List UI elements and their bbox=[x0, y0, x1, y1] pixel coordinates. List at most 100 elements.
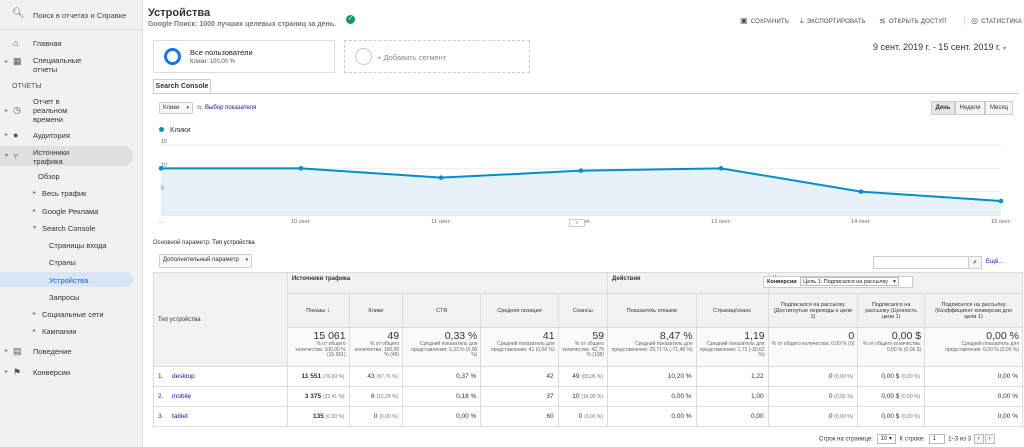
metric-select[interactable]: Клики ▾ bbox=[159, 102, 193, 114]
cell-sessions: 0 (0,00 %) bbox=[557, 406, 609, 427]
sidebar-active-highlight bbox=[0, 272, 133, 287]
goal-select[interactable]: Конверсии Цель 1: Подписался на рассылку… bbox=[763, 276, 913, 288]
insights-button[interactable]: ◎ СТАТИСТИКА bbox=[964, 16, 1022, 25]
advanced-link[interactable]: Ещё... bbox=[986, 259, 1004, 265]
sidebar-item-label: Google Реклама bbox=[42, 207, 99, 216]
col-header-goal-conv-rate[interactable]: Подписался на рассылку (Коэффициент конв… bbox=[924, 293, 1023, 328]
cell-ctr: 0,00 % bbox=[402, 406, 482, 427]
next-page-button[interactable]: › bbox=[984, 434, 995, 444]
col-header-bounce-rate[interactable]: Показатель отказов bbox=[607, 293, 697, 328]
add-segment-button[interactable]: + Добавить сегмент bbox=[344, 40, 530, 73]
chevron-right-icon: ▸ bbox=[33, 208, 37, 214]
export-button[interactable]: ⤓ ЭКСПОРТИРОВАТЬ bbox=[800, 16, 866, 26]
y-tick-label: 15 bbox=[161, 139, 167, 145]
search-icon: ⌕ bbox=[973, 259, 977, 266]
row-device: 1. desktop bbox=[153, 366, 288, 387]
cell-pct: (83,05 %) bbox=[581, 374, 604, 380]
insights-label: СТАТИСТИКА bbox=[981, 19, 1022, 25]
tab-search-console[interactable]: Search Console bbox=[153, 79, 211, 94]
dimension-header[interactable]: Тип устройства bbox=[153, 272, 288, 367]
cell-ctr: 0,37 % bbox=[402, 366, 482, 387]
verified-icon: ✓ bbox=[346, 15, 355, 24]
total-value: 0,33 % bbox=[444, 330, 478, 342]
legend-label: Клики bbox=[170, 125, 191, 134]
cell-goal-conv-rate: 0,00 % bbox=[924, 386, 1023, 407]
total-value: 1,19 bbox=[744, 330, 765, 342]
sidebar-item-custom[interactable]: ▸ ▦ Специальные отчеты bbox=[0, 56, 133, 76]
col-header-sessions[interactable]: Сеансы bbox=[557, 293, 609, 328]
col-header-avg-position[interactable]: Средняя позиция bbox=[480, 293, 559, 328]
data-point[interactable] bbox=[998, 198, 1004, 204]
rows-per-page-select[interactable]: 10 ▾ bbox=[876, 434, 896, 444]
sidebar-item-label: Весь трафик bbox=[42, 189, 87, 198]
chevron-down-icon: ▾ bbox=[893, 279, 896, 286]
y-tick-label: 5 bbox=[161, 186, 164, 192]
y-tick-label: 10 bbox=[161, 162, 167, 168]
chevron-right-icon: ▸ bbox=[33, 190, 37, 196]
cell-bounce-rate: 0,00 % bbox=[607, 406, 697, 427]
add-segment-label: + Добавить сегмент bbox=[377, 53, 447, 62]
col-header-impressions[interactable]: Показы ↓ bbox=[286, 293, 350, 328]
sidebar-item-acquisition[interactable]: ▾ ⑂ Источники трафика bbox=[0, 148, 133, 168]
data-point[interactable] bbox=[438, 175, 444, 180]
cell-value: 43 bbox=[367, 373, 375, 380]
chevron-right-icon: ▸ bbox=[5, 59, 9, 65]
month-button[interactable]: Месяц bbox=[985, 101, 1013, 115]
data-point[interactable] bbox=[158, 166, 164, 171]
col-header-ctr[interactable]: CTR bbox=[402, 293, 482, 328]
sidebar-search[interactable]: 🔍︎ Поиск в отчетах и Справке bbox=[0, 0, 143, 30]
row-device-link[interactable]: desktop bbox=[172, 373, 195, 380]
day-button[interactable]: День bbox=[931, 101, 955, 115]
cell-value: 0 bbox=[373, 413, 378, 420]
total-value: 15 061 bbox=[313, 330, 346, 342]
goto-row-label: К строке: bbox=[899, 436, 925, 443]
col-header-clicks[interactable]: Клики bbox=[348, 293, 404, 328]
x-tick-label: 10 сент. bbox=[291, 219, 311, 225]
chart-resize-handle[interactable]: ≡ bbox=[569, 219, 585, 227]
prev-page-button[interactable]: ‹ bbox=[973, 434, 984, 444]
row-device-link[interactable]: tablet bbox=[172, 413, 188, 420]
pick-metric-link[interactable]: ⇆ Выбор показателя bbox=[197, 104, 256, 111]
data-point[interactable] bbox=[718, 166, 724, 171]
data-point[interactable] bbox=[858, 189, 864, 194]
sidebar-search-label: Поиск в отчетах и Справке bbox=[33, 11, 127, 20]
secondary-dimension-select[interactable]: Дополнительный параметр ▾ bbox=[159, 254, 252, 268]
acquisition-icon: ⑂ bbox=[13, 151, 19, 161]
col-header-goal-completions[interactable]: Подписался на рассылку (Достигнутые пере… bbox=[767, 293, 859, 328]
sidebar-item-realtime[interactable]: ▸ ◷ Отчет в реальном времени bbox=[0, 97, 133, 127]
segment-all-users[interactable]: Все пользователи Клики: 100,00 % bbox=[153, 40, 335, 73]
total-goal-value: 0,00 $% от общего количества: 0,00 % (0,… bbox=[857, 327, 926, 367]
cell-goal-value: 0,00 $ (0,00 %) bbox=[857, 386, 926, 407]
compare-icon: ⇆ bbox=[197, 105, 203, 111]
cell-impressions: 135 (0,90 %) bbox=[286, 406, 350, 427]
col-header-goal-value[interactable]: Подписался на рассылку (Ценность цели 1) bbox=[857, 293, 926, 328]
table-row: 3. tablet 135 (0,90 %) 0 (0,00 %) 0,00 % 60 0 … bbox=[153, 406, 1023, 427]
data-point[interactable] bbox=[298, 166, 304, 171]
goal-select-value[interactable]: Цель 1: Подписался на рассылку ▾ bbox=[800, 277, 899, 287]
cell-goal-completions: 0 (0,00 %) bbox=[767, 406, 859, 427]
col-header-pages-per-session[interactable]: Страниц/сеанс bbox=[695, 293, 769, 328]
grid-icon: ▦ bbox=[13, 56, 22, 66]
date-range-picker[interactable]: 9 сент. 2019 г. - 15 сент. 2019 г. ▾ bbox=[873, 42, 1006, 52]
date-range-label: 9 сент. 2019 г. - 15 сент. 2019 г. bbox=[873, 42, 1001, 52]
table-search-input[interactable] bbox=[873, 256, 982, 269]
row-device-link[interactable]: mobile bbox=[172, 393, 192, 400]
total-goal-completions: 0% от общего количества: 0,00 % (0) bbox=[767, 327, 859, 367]
total-note: % от общего количества: 100,00 % (15 061… bbox=[295, 341, 346, 358]
save-button[interactable]: ▣ СОХРАНИТЬ bbox=[740, 16, 789, 25]
share-button[interactable]: ≲ ОТКРЫТЬ ДОСТУП bbox=[879, 16, 947, 25]
sidebar-item-label: Поведение bbox=[33, 347, 72, 356]
cell-pct: (0,00 %) bbox=[901, 414, 921, 420]
data-point[interactable] bbox=[578, 168, 584, 173]
primary-dimension-value[interactable]: Тип устройства bbox=[212, 240, 255, 246]
goto-row-input[interactable]: 1 bbox=[928, 434, 945, 444]
total-note: Средний показатель для представления: 41… bbox=[490, 341, 555, 353]
table-search-button[interactable]: ⌕ bbox=[968, 256, 982, 269]
cell-goal-conv-rate: 0,00 % bbox=[924, 406, 1023, 427]
total-pages-per-session: 1,19 Средний показатель для представления… bbox=[695, 327, 769, 367]
cell-value: 0,00 $ bbox=[881, 413, 900, 420]
sidebar-item-label: Отчет в реальном времени bbox=[33, 97, 68, 124]
cell-value: 0,00 $ bbox=[881, 373, 900, 380]
week-button[interactable]: Неделя bbox=[955, 101, 985, 115]
cell-goal-value: 0,00 $ (0,00 %) bbox=[857, 366, 926, 387]
